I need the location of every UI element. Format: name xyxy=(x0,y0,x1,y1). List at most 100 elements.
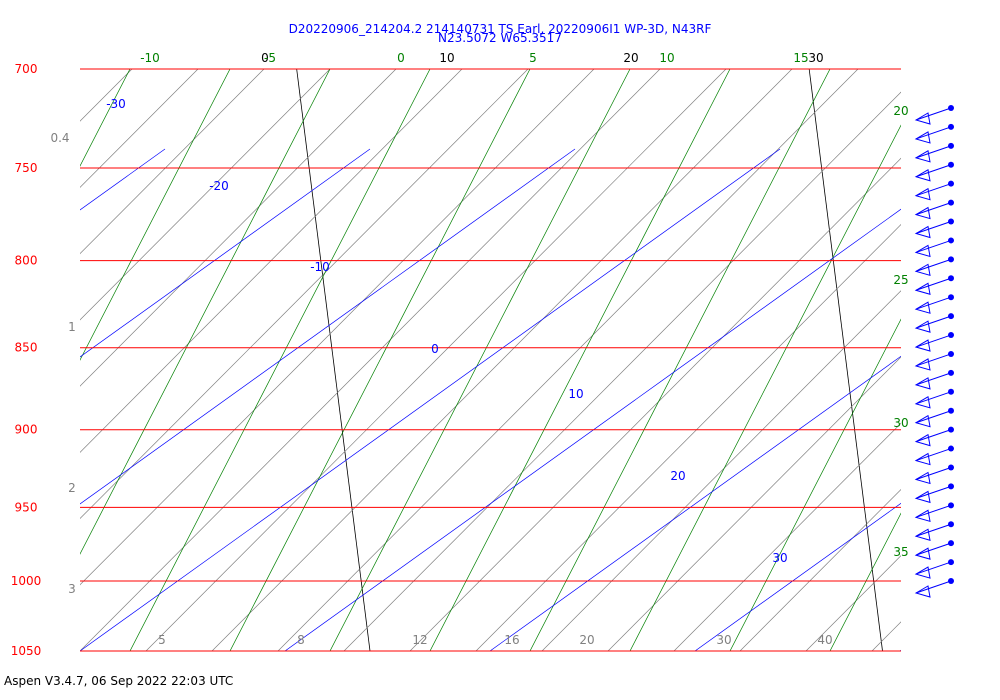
dry-adiabat-line xyxy=(343,91,901,651)
wind-barb-flag xyxy=(914,168,931,182)
wind-barb-staff xyxy=(915,504,952,518)
moist-adiabat-line xyxy=(629,124,901,651)
dry-adiabat-line xyxy=(80,69,199,188)
wind-barb xyxy=(914,407,954,428)
wind-barb-staff xyxy=(915,183,952,197)
moist-adiabat-line xyxy=(930,69,1000,651)
isotherm-line xyxy=(296,69,371,651)
wind-barb-flag xyxy=(914,414,931,428)
dry-adiabat-line xyxy=(0,69,66,651)
wind-barb-staff xyxy=(915,239,952,253)
equiv-theta-label: -10 xyxy=(310,260,330,274)
dry-adiabat-line xyxy=(80,69,133,122)
wind-barb-flag xyxy=(914,547,931,560)
wind-barb xyxy=(914,123,954,144)
wind-barb-flag xyxy=(914,206,931,220)
title-line-2: N23.5072 W65.3517 xyxy=(438,31,562,45)
wind-barb xyxy=(914,275,954,295)
dry-adiabat-line xyxy=(211,69,793,651)
wind-barb xyxy=(914,578,954,598)
wind-barb-staff xyxy=(915,448,952,462)
mixing-ratio-line xyxy=(80,148,371,358)
dry-adiabat-line xyxy=(80,69,463,453)
wind-barb xyxy=(914,161,954,182)
isotherm-label: 0 xyxy=(261,51,269,65)
wind-barb-flag xyxy=(914,320,931,333)
moist-adiabat-line xyxy=(229,69,531,651)
dry-adiabat-line xyxy=(739,488,901,651)
wind-barb xyxy=(914,483,954,504)
wind-barb-staff xyxy=(915,277,952,291)
wind-barb xyxy=(914,426,954,447)
wind-barb xyxy=(914,559,954,579)
isotherm-line xyxy=(808,69,883,651)
dry-adiabat-line xyxy=(871,621,901,651)
dry-adiabat-label: 0.4 xyxy=(50,131,69,145)
dry-adiabat-line xyxy=(80,69,265,255)
wind-barb-staff xyxy=(915,580,952,594)
pressure-label: 800 xyxy=(15,254,38,268)
wind-barb-staff xyxy=(915,561,952,575)
wind-barb-staff xyxy=(915,467,952,480)
wind-barb-flag xyxy=(914,566,931,579)
pressure-label: 950 xyxy=(15,500,38,514)
wind-barb-flag xyxy=(914,358,931,371)
equiv-theta-label: 20 xyxy=(670,469,685,483)
mixing-ratio-line xyxy=(80,148,576,505)
wind-barb xyxy=(914,388,954,409)
wind-barb xyxy=(914,218,954,239)
wind-barb xyxy=(914,540,954,560)
dry-adiabat-line xyxy=(145,69,727,651)
dry-adiabat-line xyxy=(80,69,397,387)
wind-barb-flag xyxy=(914,112,931,125)
dry-adiabat-line xyxy=(80,69,331,321)
wind-barb xyxy=(914,237,954,258)
wind-barb-staff xyxy=(915,202,952,216)
wind-barb-staff xyxy=(915,334,952,348)
moist-adiabat-label: 0 xyxy=(397,51,405,65)
dry-adiabat-line xyxy=(80,69,529,520)
mixing-ratio-line xyxy=(694,502,901,651)
mixing-ratio-label: 16 xyxy=(504,633,519,647)
mixing-ratio-label: 40 xyxy=(817,633,832,647)
wind-barb xyxy=(914,294,954,314)
dry-adiabat-line xyxy=(805,555,901,651)
dry-adiabat-line xyxy=(673,422,901,651)
moist-adiabat-right-label: 30 xyxy=(893,416,908,430)
mixing-ratio-label: 5 xyxy=(158,633,166,647)
moist-adiabat-label: -5 xyxy=(264,51,276,65)
equiv-theta-label: 10 xyxy=(568,387,583,401)
moist-adiabat-line xyxy=(329,69,631,651)
wind-barb-staff xyxy=(915,542,952,556)
wind-barb xyxy=(914,369,954,390)
footer-version: Aspen V3.4.7, 06 Sep 2022 22:03 UTC xyxy=(4,674,234,688)
dry-adiabat-line xyxy=(475,224,901,651)
wind-barb-flag xyxy=(914,509,931,523)
dry-adiabat-label: 2 xyxy=(68,481,76,495)
wind-barb-flag xyxy=(914,225,931,239)
wind-barb xyxy=(914,502,954,523)
moist-adiabat-line xyxy=(80,69,131,167)
wind-barb-flag xyxy=(914,150,931,163)
moist-adiabat-right-label: 35 xyxy=(893,545,908,559)
mixing-ratio-label: 8 xyxy=(297,633,305,647)
wind-barb-staff xyxy=(915,372,952,386)
moist-adiabat-right-label: 25 xyxy=(893,273,908,287)
wind-barb-staff xyxy=(915,410,952,424)
moist-adiabat-line xyxy=(0,69,30,651)
wind-barb xyxy=(914,256,954,277)
wind-barb-flag xyxy=(914,528,931,541)
mixing-ratio-line xyxy=(80,148,781,651)
dry-adiabat-line xyxy=(541,290,901,651)
dry-adiabat-label: 1 xyxy=(68,320,76,334)
wind-barb xyxy=(914,105,954,125)
moist-adiabat-line xyxy=(129,69,431,651)
title-line-1: D20220906_214204.2 214140731 TS Earl, 20… xyxy=(289,22,712,36)
wind-barb-flag xyxy=(914,585,931,598)
wind-barb-staff xyxy=(915,145,952,159)
wind-barb-flag xyxy=(914,301,931,314)
wind-barb xyxy=(914,445,954,466)
wind-barb xyxy=(914,350,954,371)
